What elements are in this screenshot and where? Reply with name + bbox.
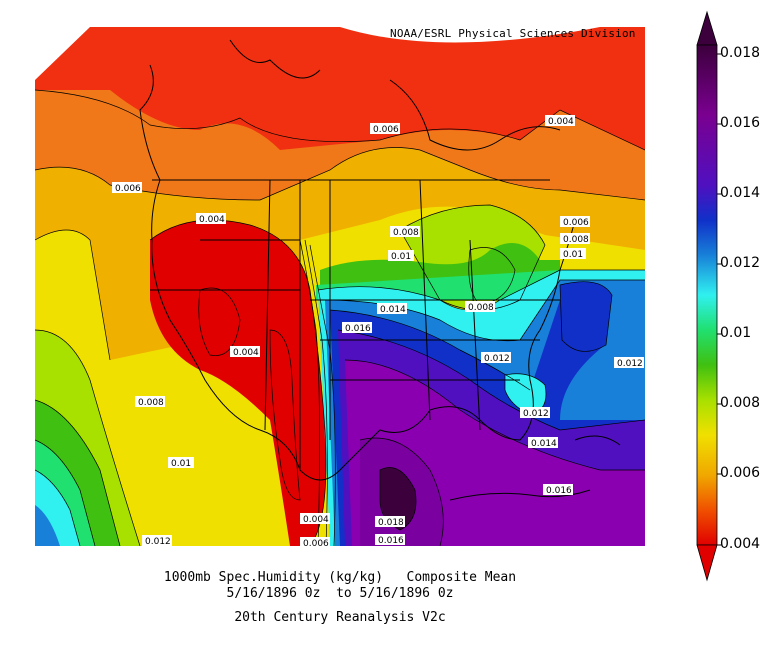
svg-text:0.006: 0.006 [373, 125, 399, 135]
contour-label: 0.004 [230, 346, 260, 358]
svg-text:0.008: 0.008 [468, 303, 494, 313]
colorbar-tick-label: 0.012 [720, 255, 761, 271]
svg-text:0.018: 0.018 [378, 518, 404, 528]
contour-label: 0.008 [465, 301, 495, 313]
svg-text:0.01: 0.01 [391, 252, 411, 262]
svg-text:0.012: 0.012 [617, 359, 643, 369]
contour-label: 0.018 [375, 516, 405, 528]
svg-text:0.016: 0.016 [345, 324, 371, 334]
contour-label: 0.012 [520, 407, 550, 419]
contour-label: 0.006 [300, 537, 330, 549]
contour-label: 0.004 [196, 213, 226, 225]
svg-text:0.016: 0.016 [378, 536, 404, 546]
svg-text:0.008: 0.008 [563, 235, 589, 245]
contour-label: 0.016 [543, 484, 573, 496]
geography-outlines [139, 39, 621, 501]
map-field: 0.006 0.004 0.006 0.004 0.008 0.01 0.006… [35, 27, 645, 549]
colorbar-tick-label: 0.008 [720, 395, 761, 411]
caption-line-1: 1000mb Spec.Humidity (kg/kg) Composite M… [163, 570, 517, 585]
contour-label: 0.01 [168, 457, 194, 469]
svg-text:0.004: 0.004 [233, 348, 259, 358]
contour-label: 0.012 [614, 357, 644, 369]
contour-label: 0.004 [545, 115, 575, 127]
svg-text:0.004: 0.004 [548, 117, 574, 127]
svg-text:0.012: 0.012 [523, 409, 549, 419]
contour-label: 0.012 [142, 535, 172, 547]
svg-text:0.008: 0.008 [393, 228, 419, 238]
contour-labels: 0.006 0.004 0.006 0.004 0.008 0.01 0.006… [112, 115, 644, 549]
contour-label: 0.016 [375, 534, 405, 546]
svg-text:0.006: 0.006 [115, 184, 141, 194]
svg-text:0.012: 0.012 [484, 354, 510, 364]
svg-text:0.006: 0.006 [303, 539, 329, 549]
contour-label: 0.014 [528, 437, 558, 449]
colorbar-tick-label: 0.006 [720, 465, 761, 481]
svg-text:0.01: 0.01 [563, 250, 583, 260]
contour-label: 0.006 [370, 123, 400, 135]
contour-label: 0.008 [390, 226, 420, 238]
svg-text:0.004: 0.004 [303, 515, 329, 525]
svg-text:0.008: 0.008 [138, 398, 164, 408]
contour-label: 0.01 [388, 250, 414, 262]
colorbar-tick-label: 0.016 [720, 115, 761, 131]
contour-label: 0.008 [135, 396, 165, 408]
colorbar-tick-label: 0.004 [720, 536, 761, 552]
caption-line-3: 20th Century Reanalysis V2c [234, 610, 446, 625]
credit-text: NOAA/ESRL Physical Sciences Division [390, 27, 636, 40]
svg-text:0.014: 0.014 [380, 305, 406, 315]
contour-label: 0.014 [377, 303, 407, 315]
colorbar-tick-label: 0.018 [720, 45, 761, 61]
contour-label: 0.016 [342, 322, 372, 334]
svg-text:0.006: 0.006 [563, 218, 589, 228]
colorbar [696, 10, 722, 582]
caption-line-2: 5/16/1896 0z to 5/16/1896 0z [226, 586, 454, 601]
contour-label: 0.01 [560, 248, 586, 260]
contour-label: 0.006 [112, 182, 142, 194]
colorbar-tick-label: 0.01 [720, 325, 752, 341]
contour-label: 0.006 [560, 216, 590, 228]
contour-label: 0.004 [300, 513, 330, 525]
contour-label: 0.012 [481, 352, 511, 364]
svg-text:0.016: 0.016 [546, 486, 572, 496]
colorbar-tick-label: 0.014 [720, 185, 761, 201]
svg-text:0.014: 0.014 [531, 439, 557, 449]
svg-text:0.012: 0.012 [145, 537, 171, 547]
svg-text:0.004: 0.004 [199, 215, 225, 225]
svg-text:0.01: 0.01 [171, 459, 191, 469]
contour-label: 0.008 [560, 233, 590, 245]
